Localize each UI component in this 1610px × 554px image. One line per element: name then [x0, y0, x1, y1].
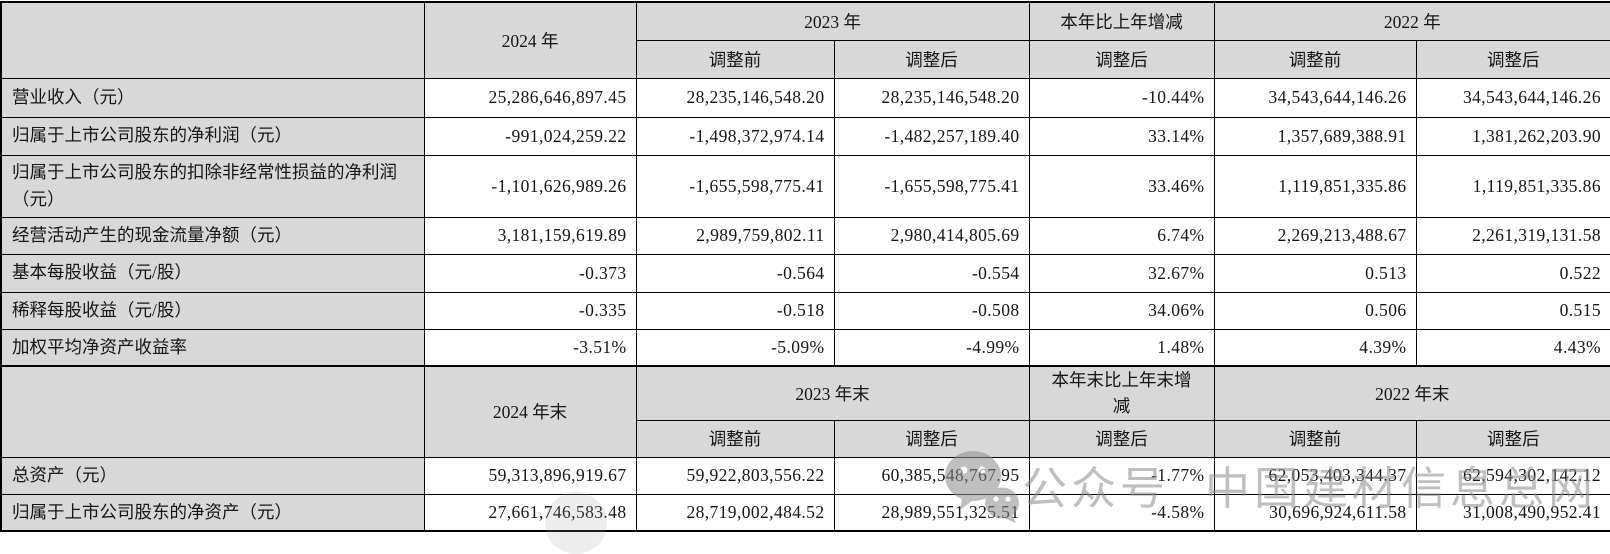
cell-2023-post: -1,655,598,775.41 — [833, 154, 1030, 218]
cell-2022-post: 2,261,319,131.58 — [1415, 216, 1610, 255]
cell-2024: -0.335 — [423, 291, 637, 330]
cell-2022-post: 34,543,644,146.26 — [1415, 77, 1610, 118]
subheader-2022-pre: 调整前 — [1213, 39, 1417, 79]
cell-change: -1.77% — [1028, 456, 1215, 495]
cell-2024: -0.373 — [423, 253, 637, 293]
cell-2022-post: 1,119,851,335.86 — [1415, 154, 1610, 218]
cell-2024: 25,286,646,897.45 — [423, 77, 637, 118]
cell-2022-post: 4.43% — [1415, 328, 1610, 367]
cell-2023-pre: -0.564 — [635, 253, 835, 293]
table-row: 加权平均净资产收益率 -3.51% -5.09% -4.99% 1.48% 4.… — [0, 328, 1610, 367]
row-label: 加权平均净资产收益率 — [0, 328, 425, 367]
cell-2022-post: 0.515 — [1415, 291, 1610, 330]
cell-2022-post: 0.522 — [1415, 253, 1610, 293]
cell-2023-post: 28,235,146,548.20 — [833, 77, 1030, 118]
subheader-2022-post: 调整后 — [1415, 39, 1610, 79]
row-label: 基本每股收益（元/股） — [0, 253, 425, 293]
cell-change: 6.74% — [1028, 216, 1215, 255]
financial-summary-table: 2024 年 2023 年 本年比上年增减 2022 年 调整前 调整后 调整后… — [0, 1, 1610, 532]
header-2024: 2024 年 — [423, 1, 637, 79]
table-row: 归属于上市公司股东的净利润（元） -991,024,259.22 -1,498,… — [0, 116, 1610, 156]
row-label: 经营活动产生的现金流量净额（元） — [0, 216, 425, 255]
header-2024-end: 2024 年末 — [423, 365, 637, 458]
cell-2024: -3.51% — [423, 328, 637, 367]
cell-2023-post: -1,482,257,189.40 — [833, 116, 1030, 156]
cell-2022-pre: 34,543,644,146.26 — [1213, 77, 1417, 118]
cell-change: 34.06% — [1028, 291, 1215, 330]
cell-2023-pre: -1,498,372,974.14 — [635, 116, 835, 156]
cell-change: 1.48% — [1028, 328, 1215, 367]
corner-header-blank-2 — [0, 365, 425, 458]
subheader-2023-pre: 调整前 — [635, 39, 835, 79]
cell-2024: 27,661,746,583.48 — [423, 493, 637, 532]
cell-2022-pre: 1,357,689,388.91 — [1213, 116, 1417, 156]
row-label: 总资产（元） — [0, 456, 425, 495]
subheader2-2023-pre: 调整前 — [635, 419, 835, 458]
header-2023: 2023 年 — [635, 1, 1030, 41]
cell-2022-post: 1,381,262,203.90 — [1415, 116, 1610, 156]
header-change-end-text: 本年末比上年末增减 — [1051, 370, 1192, 417]
cell-2023-pre: 28,719,002,484.52 — [635, 493, 835, 532]
header-2022: 2022 年 — [1213, 1, 1610, 41]
cell-2024: 59,313,896,919.67 — [423, 456, 637, 495]
cell-2022-pre: 62,053,403,344.37 — [1213, 456, 1417, 495]
cell-2024: 3,181,159,619.89 — [423, 216, 637, 255]
cell-2022-pre: 4.39% — [1213, 328, 1417, 367]
cell-2022-pre: 2,269,213,488.67 — [1213, 216, 1417, 255]
row-label: 归属于上市公司股东的净利润（元） — [0, 116, 425, 156]
subheader2-2023-post: 调整后 — [833, 419, 1030, 458]
cell-2022-post: 62,594,302,142.12 — [1415, 456, 1610, 495]
cell-2023-pre: -1,655,598,775.41 — [635, 154, 835, 218]
row-label: 营业收入（元） — [0, 77, 425, 118]
cell-change: 32.67% — [1028, 253, 1215, 293]
header-change: 本年比上年增减 — [1028, 1, 1215, 41]
cell-2022-pre: 1,119,851,335.86 — [1213, 154, 1417, 218]
cell-2023-pre: 2,989,759,802.11 — [635, 216, 835, 255]
subheader2-2022-post: 调整后 — [1415, 419, 1610, 458]
subheader-change-post: 调整后 — [1028, 39, 1215, 79]
cell-2024: -991,024,259.22 — [423, 116, 637, 156]
cell-2023-post: -0.508 — [833, 291, 1030, 330]
cell-2023-pre: -0.518 — [635, 291, 835, 330]
cell-2023-post: -0.554 — [833, 253, 1030, 293]
cell-change: -10.44% — [1028, 77, 1215, 118]
cell-2022-post: 31,008,490,952.41 — [1415, 493, 1610, 532]
row-label: 归属于上市公司股东的扣除非经常性损益的净利润（元） — [0, 154, 425, 218]
cell-2023-post: 2,980,414,805.69 — [833, 216, 1030, 255]
table-row: 基本每股收益（元/股） -0.373 -0.564 -0.554 32.67% … — [0, 253, 1610, 293]
table-row: 归属于上市公司股东的净资产（元） 27,661,746,583.48 28,71… — [0, 493, 1610, 532]
cell-2022-pre: 0.506 — [1213, 291, 1417, 330]
cell-2023-post: 60,385,548,767.95 — [833, 456, 1030, 495]
table-row: 营业收入（元） 25,286,646,897.45 28,235,146,548… — [0, 77, 1610, 118]
subheader-2023-post: 调整后 — [833, 39, 1030, 79]
table-row: 经营活动产生的现金流量净额（元） 3,181,159,619.89 2,989,… — [0, 216, 1610, 255]
cell-change: -4.58% — [1028, 493, 1215, 532]
corner-header-blank — [0, 1, 425, 79]
cell-change: 33.46% — [1028, 154, 1215, 218]
table-row: 总资产（元） 59,313,896,919.67 59,922,803,556.… — [0, 456, 1610, 495]
header-change-end: 本年末比上年末增减 — [1028, 365, 1215, 421]
table-row: 归属于上市公司股东的扣除非经常性损益的净利润（元） -1,101,626,989… — [0, 154, 1610, 218]
cell-2022-pre: 0.513 — [1213, 253, 1417, 293]
table-row: 稀释每股收益（元/股） -0.335 -0.518 -0.508 34.06% … — [0, 291, 1610, 330]
header-2023-end: 2023 年末 — [635, 365, 1030, 421]
cell-2023-pre: -5.09% — [635, 328, 835, 367]
cell-2023-post: -4.99% — [833, 328, 1030, 367]
cell-2022-pre: 30,696,924,611.58 — [1213, 493, 1417, 532]
cell-2024: -1,101,626,989.26 — [423, 154, 637, 218]
row-label: 归属于上市公司股东的净资产（元） — [0, 493, 425, 532]
cell-2023-post: 28,989,551,325.51 — [833, 493, 1030, 532]
row-label: 稀释每股收益（元/股） — [0, 291, 425, 330]
header-2022-end: 2022 年末 — [1213, 365, 1610, 421]
cell-2023-pre: 28,235,146,548.20 — [635, 77, 835, 118]
cell-2023-pre: 59,922,803,556.22 — [635, 456, 835, 495]
cell-change: 33.14% — [1028, 116, 1215, 156]
subheader2-2022-pre: 调整前 — [1213, 419, 1417, 458]
subheader2-change-post: 调整后 — [1028, 419, 1215, 458]
